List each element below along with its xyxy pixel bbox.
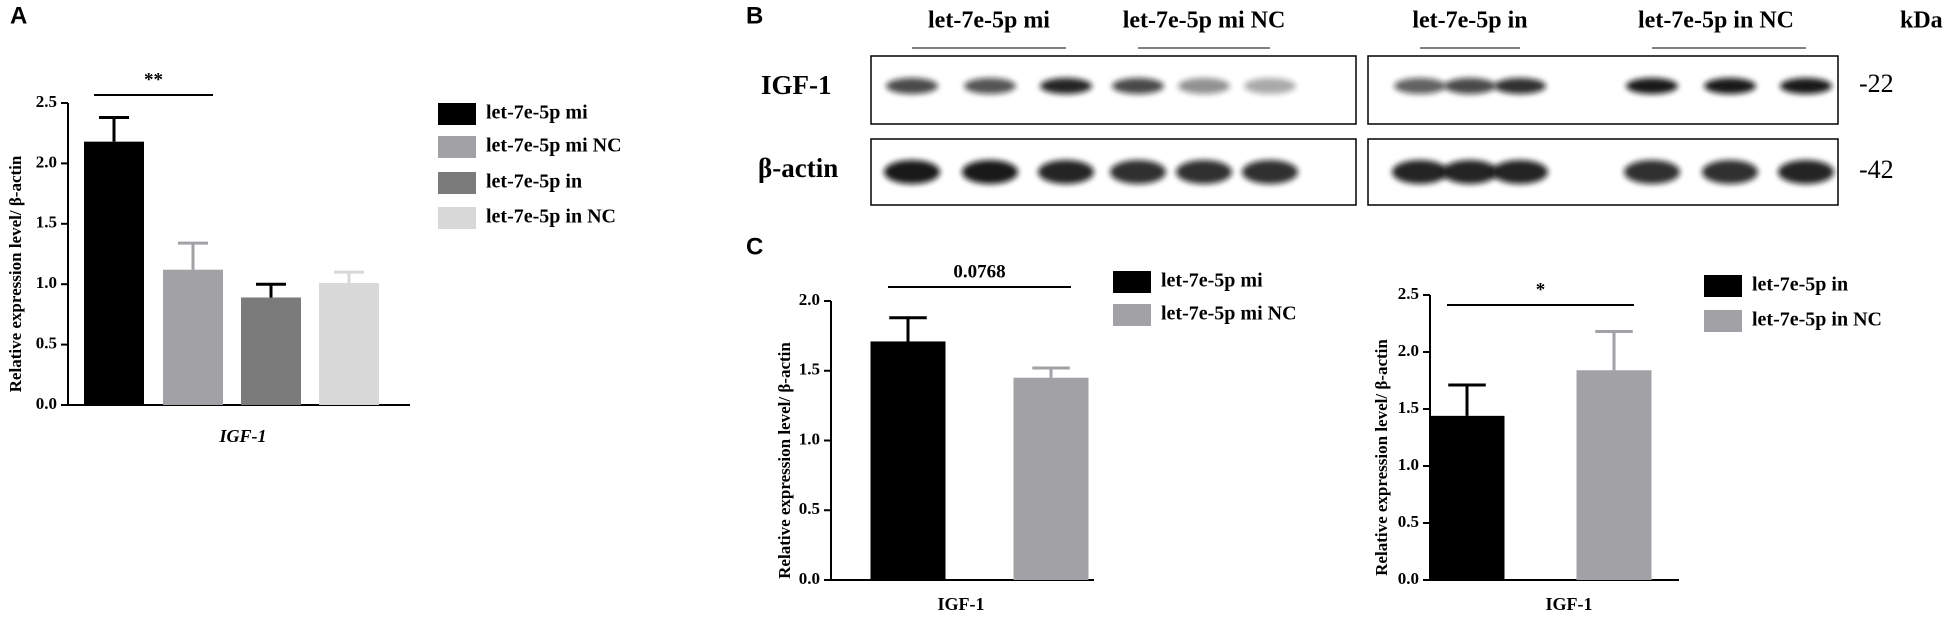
legend-swatch: [1704, 275, 1742, 297]
band: [1040, 78, 1092, 94]
blot-group: let-7e-5p mi: [928, 8, 1050, 34]
band: [1110, 160, 1166, 184]
band: [962, 160, 1018, 184]
y-tick-label: 2.0: [36, 152, 57, 171]
band: [1394, 78, 1446, 94]
bar: [870, 341, 946, 580]
band: [1704, 78, 1756, 94]
y-tick-label: 0.0: [36, 394, 57, 413]
legend-swatch: [1113, 304, 1151, 326]
band: [1702, 160, 1758, 184]
error-bar: [334, 270, 364, 283]
band: [886, 78, 938, 94]
band: [1442, 160, 1498, 184]
x-tick-label: IGF-1: [938, 594, 985, 614]
bar: [1576, 370, 1652, 580]
legend-swatch: [438, 207, 476, 229]
x-tick-label: IGF-1: [218, 426, 266, 446]
y-tick-label: 2.5: [1398, 284, 1419, 303]
panel-label: C: [746, 233, 763, 260]
y-tick-label: 2.5: [36, 92, 57, 111]
band: [1780, 78, 1832, 94]
band: [1778, 160, 1834, 184]
band: [1242, 160, 1298, 184]
y-tick-label: 0.0: [799, 569, 820, 588]
legend-swatch: [1704, 310, 1742, 332]
band: [1444, 78, 1496, 94]
error-bar: [1595, 329, 1633, 371]
legend-swatch: [438, 103, 476, 125]
bar: [319, 282, 379, 405]
y-tick-label: 2.0: [799, 290, 820, 309]
size-label: -22: [1859, 69, 1894, 98]
bar: [1429, 415, 1505, 580]
row-label: β-actin: [758, 153, 838, 183]
band: [1112, 78, 1164, 94]
y-tick-label: 0.5: [1398, 512, 1419, 531]
significance-label: **: [144, 69, 163, 90]
band: [1038, 160, 1094, 184]
band: [1624, 160, 1680, 184]
row-label: IGF-1: [761, 70, 832, 100]
band: [1176, 160, 1232, 184]
band: [1492, 160, 1548, 184]
y-tick-label: 0.5: [36, 334, 57, 353]
error-bar: [1032, 366, 1070, 378]
error-bar: [99, 115, 129, 142]
x-tick-label: IGF-1: [1546, 594, 1593, 614]
blot-group: let-7e-5p in NC: [1638, 8, 1794, 34]
legend-label: let-7e-5p mi: [486, 102, 588, 124]
legend-label: let-7e-5p in: [1752, 274, 1848, 296]
y-tick-label: 2.0: [1398, 341, 1419, 360]
blot-group: let-7e-5p in: [1412, 8, 1527, 34]
legend-label: let-7e-5p mi: [1161, 270, 1263, 292]
bar: [84, 141, 144, 405]
error-bar: [1448, 383, 1486, 416]
y-axis-label: Relative expression level/ β-actin: [6, 155, 25, 392]
y-tick-label: 1.5: [1398, 398, 1419, 417]
legend-label: let-7e-5p in: [486, 171, 582, 193]
y-tick-label: 1.0: [799, 429, 820, 448]
band: [1178, 78, 1230, 94]
significance-label: *: [1536, 279, 1546, 300]
band: [1392, 160, 1448, 184]
band: [1244, 78, 1296, 94]
legend-swatch: [438, 172, 476, 194]
significance-label: 0.0768: [953, 261, 1005, 282]
legend-swatch: [438, 136, 476, 158]
bar: [241, 297, 301, 405]
y-tick-label: 1.0: [1398, 455, 1419, 474]
y-axis-label: Relative expression level/ β-actin: [1372, 339, 1391, 576]
bar: [1013, 377, 1089, 580]
y-tick-label: 1.5: [36, 213, 57, 232]
y-tick-label: 1.0: [36, 273, 57, 292]
bar: [163, 269, 223, 405]
band: [1494, 78, 1546, 94]
y-axis-label: Relative expression level/ β-actin: [775, 342, 794, 579]
band: [964, 78, 1016, 94]
blot-frame: [1367, 55, 1839, 125]
y-tick-label: 1.5: [799, 360, 820, 379]
legend-label: let-7e-5p mi NC: [486, 135, 622, 157]
blot-group: let-7e-5p mi NC: [1123, 8, 1286, 34]
legend-label: let-7e-5p in NC: [486, 206, 616, 228]
band: [1626, 78, 1678, 94]
legend-label: let-7e-5p in NC: [1752, 309, 1882, 331]
panel-label: A: [10, 2, 27, 29]
legend-swatch: [1113, 271, 1151, 293]
error-bar: [178, 241, 208, 270]
error-bar: [889, 316, 927, 342]
unit-label: kDa: [1900, 8, 1943, 34]
legend-label: let-7e-5p mi NC: [1161, 303, 1297, 325]
y-tick-label: 0.5: [799, 499, 820, 518]
error-bar: [256, 282, 286, 298]
panel-label: B: [746, 2, 763, 29]
band: [884, 160, 940, 184]
y-tick-label: 0.0: [1398, 569, 1419, 588]
size-label: -42: [1859, 155, 1894, 184]
western-blot: let-7e-5p mi let-7e-5p mi NC let-7e-5p i…: [758, 8, 1943, 206]
